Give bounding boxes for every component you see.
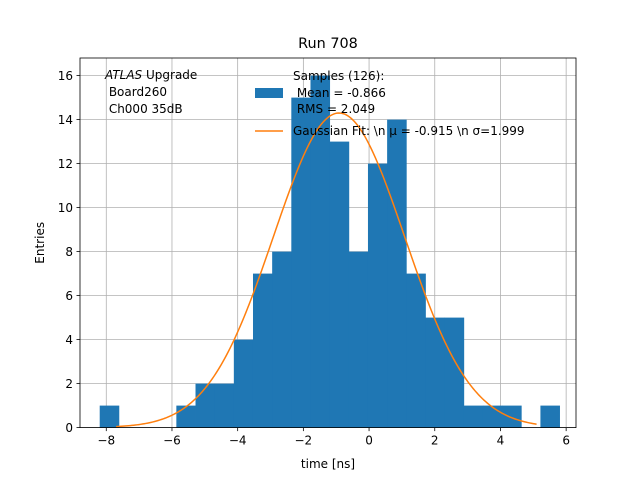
y-tick-label-7: 14 [58,113,73,127]
histogram-bar-14 [367,163,388,428]
histogram-bar-0 [99,405,120,428]
histogram-bars [99,75,560,428]
chart-title: Run 708 [298,36,358,52]
x-tick-label-6: 4 [497,434,505,448]
y-tick-label-6: 12 [58,157,73,171]
y-axis-label: Entries [33,222,47,264]
y-tick-label-4: 8 [65,245,73,259]
histogram-bar-19 [463,405,484,428]
histogram-bar-9 [272,251,292,428]
histogram-bar-12 [329,141,350,428]
x-tick-label-2: −4 [229,434,247,448]
x-axis-ticks: −8 −6 −4 −2 0 2 4 6 [97,427,570,448]
histogram-bar-20 [482,405,503,428]
y-tick-label-1: 2 [65,377,73,391]
histogram-bar-23 [540,405,560,428]
annotation-line-1: ATLAS Upgrade [104,68,197,82]
y-tick-label-8: 16 [58,69,73,83]
x-tick-label-4: 0 [365,434,373,448]
histogram-bar-8 [252,273,273,428]
histogram-bar-16 [406,273,426,428]
histogram-bar-6 [214,383,235,428]
annotation-line-2: Board260 [105,85,167,99]
x-tick-label-1: −6 [163,434,181,448]
legend: Samples (126): Mean = -0.866 RMS = 2.049… [255,69,525,138]
gaussian-fit-curve [116,112,537,428]
y-tick-label-5: 10 [58,201,73,215]
gaussian-fit-line [116,112,537,428]
y-tick-label-3: 6 [65,289,73,303]
legend-samples-line-1: Samples (126): [293,69,384,83]
histogram-bar-7 [233,339,254,428]
atlas-label: ATLAS [104,68,143,82]
x-tick-label-3: −2 [295,434,313,448]
x-tick-label-5: 2 [431,434,439,448]
x-tick-label-7: 6 [562,434,570,448]
histogram-bar-18 [444,317,465,428]
plot-frame [79,57,577,429]
histogram-bar-21 [502,405,522,428]
legend-gaussian-label: Gaussian Fit: \n μ = -0.915 \n σ=1.999 [293,124,525,138]
histogram-bar-10 [291,97,311,428]
x-tick-label-0: −8 [97,434,115,448]
y-axis-ticks: 0 2 4 6 8 10 12 14 16 [58,69,80,435]
y-tick-label-0: 0 [65,421,73,435]
upgrade-label: Upgrade [142,68,197,82]
histogram-bar-4 [176,405,196,428]
legend-samples-line-3: RMS = 2.049 [293,102,375,116]
histogram-bar-17 [425,317,446,428]
atlas-annotation: ATLAS Upgrade Board260 Ch000 35dB [104,68,197,116]
histogram-bar-13 [348,251,369,428]
histogram-bar-5 [195,383,216,428]
legend-samples-line-2: Mean = -0.866 [293,86,386,100]
histogram-bar-15 [387,119,407,428]
x-axis-label: time [ns] [301,457,355,471]
annotation-line-3: Ch000 35dB [105,102,183,116]
histogram-bar-11 [310,75,331,428]
y-tick-label-2: 4 [65,333,73,347]
legend-samples-swatch [255,88,283,98]
